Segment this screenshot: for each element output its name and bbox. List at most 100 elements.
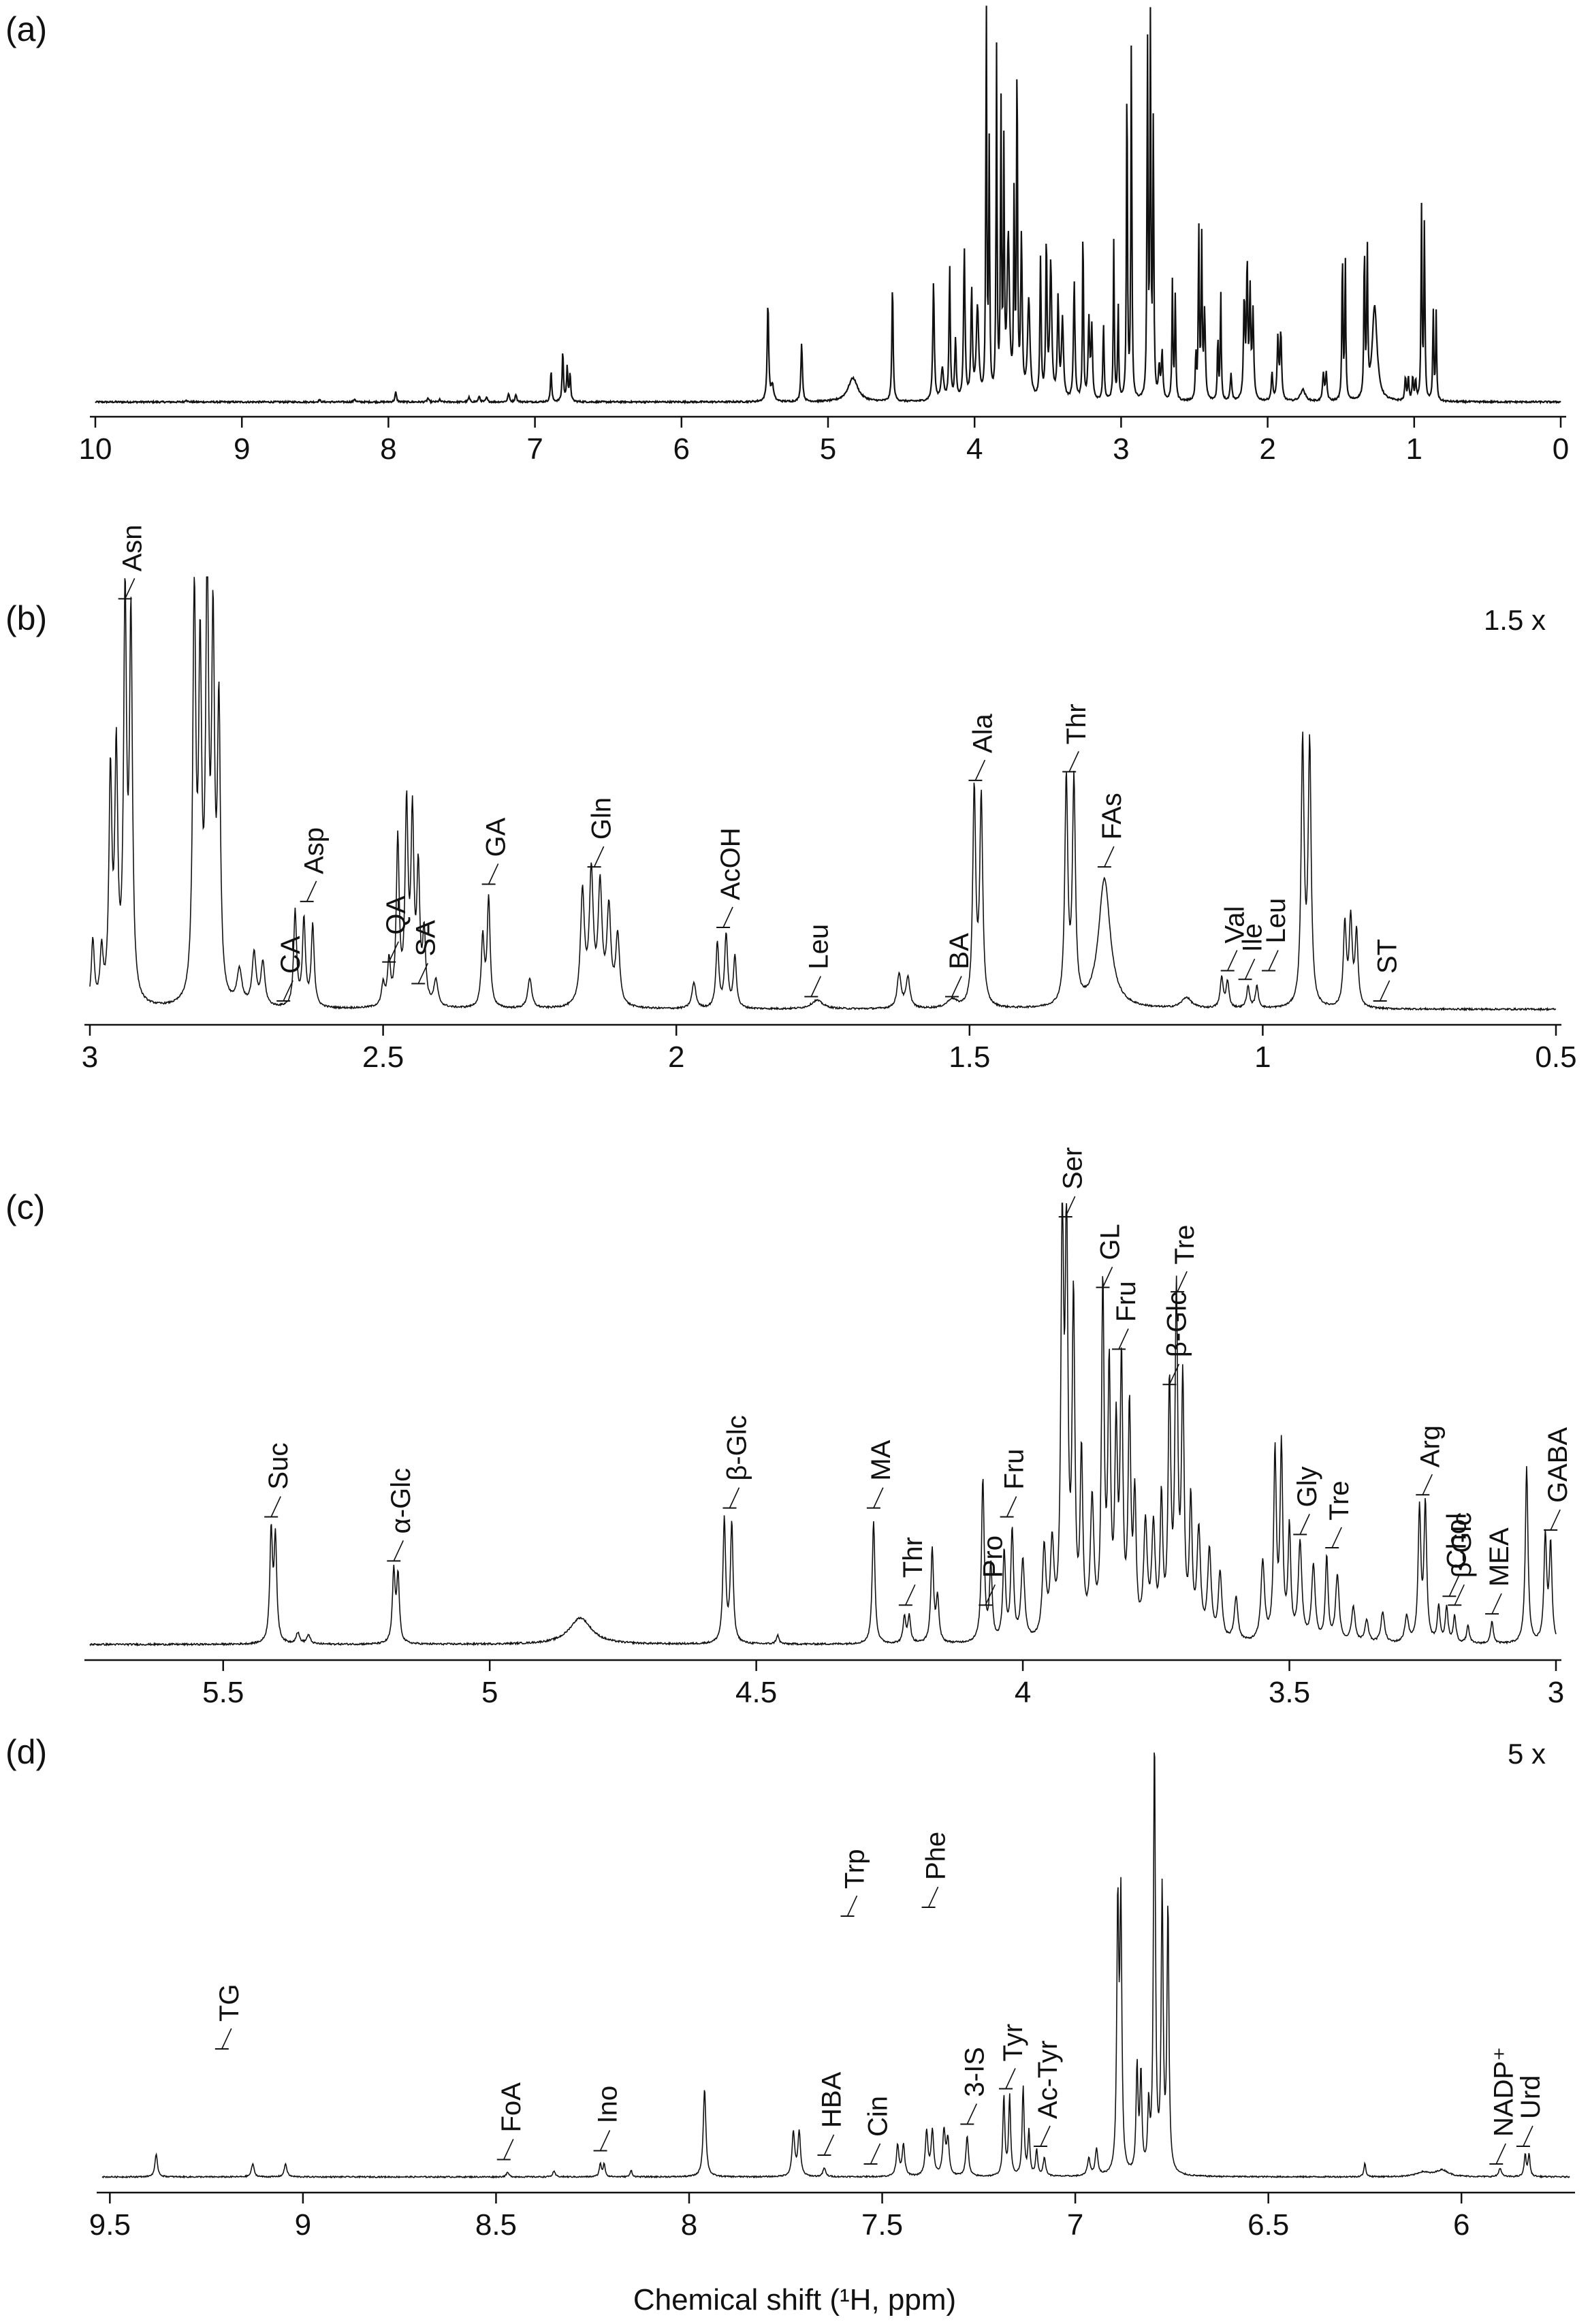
panel-label: (b) — [5, 599, 47, 637]
annotation-leader — [488, 863, 499, 885]
annotation-leader — [729, 1487, 740, 1508]
annotation-label: GA — [481, 817, 511, 857]
x-tick-label: 9 — [234, 432, 250, 466]
annotation-leader — [593, 846, 605, 867]
annotation-leader — [1523, 2125, 1533, 2147]
annotation-leader — [1495, 2143, 1506, 2165]
annotation-leader — [1422, 1474, 1433, 1495]
annotation-leader — [1068, 751, 1079, 772]
annotation-label: Asn — [118, 524, 148, 571]
annotation-leader — [388, 941, 399, 963]
annotation-label: Trp — [840, 1849, 870, 1889]
annotation-leader — [1379, 980, 1390, 1002]
x-tick-label: 6.5 — [1247, 2208, 1289, 2242]
annotation-label: ST — [1373, 939, 1403, 974]
panel-label: (a) — [5, 10, 47, 48]
panel-0: (a)10 9 8 7 6 5 4 3 2 1 0 — [5, 5, 1569, 466]
annotation-label: Ser — [1058, 1147, 1088, 1190]
annotation-label: Suc — [264, 1443, 293, 1490]
x-tick-label: 4.5 — [735, 1676, 777, 1709]
annotation-leader — [270, 1496, 281, 1517]
annotation-label: Phe — [921, 1832, 951, 1880]
annotation-leader — [985, 1584, 996, 1606]
x-tick-label: 7 — [1067, 2208, 1083, 2242]
annotation-label: Ala — [968, 714, 998, 754]
annotation-label: Fru — [1000, 1449, 1030, 1490]
x-tick-label: 3 — [82, 1040, 98, 1074]
annotation-label: Ile — [1238, 923, 1268, 952]
annotation-label: GL — [1096, 1224, 1126, 1260]
annotation-leader — [1454, 1584, 1465, 1606]
x-tick-label: 3 — [1548, 1676, 1564, 1709]
annotation-leader — [722, 906, 733, 928]
x-tick-label: 4 — [1015, 1676, 1031, 1709]
x-tick-label: 7.5 — [861, 2208, 903, 2242]
annotation-label: Ino — [593, 2086, 623, 2124]
spectrum-trace — [101, 1752, 1570, 2179]
annotation-leader — [974, 759, 986, 781]
annotation-leader — [1177, 1271, 1188, 1292]
annotation-leader — [1268, 950, 1279, 971]
annotation-label: β-Glc — [1447, 1512, 1477, 1578]
annotation-label: Val — [1220, 906, 1250, 944]
annotation-leader — [873, 1487, 884, 1508]
annotation-label: β-Glc — [1162, 1292, 1192, 1357]
x-tick-label: 10 — [79, 432, 112, 466]
annotation-leader — [905, 1584, 916, 1606]
annotation-label: HBA — [816, 2071, 846, 2128]
x-tick-label: 1 — [1254, 1040, 1271, 1074]
annotation-leader — [1168, 1363, 1180, 1385]
x-tick-label: 2 — [668, 1040, 684, 1074]
annotation-leader — [823, 2134, 835, 2156]
annotation-label: Thr — [898, 1537, 928, 1578]
x-tick-label: 8 — [380, 432, 396, 466]
x-tick-label: 7 — [526, 432, 543, 466]
x-tick-label: 5 — [481, 1676, 498, 1709]
annotation-label: TG — [214, 1984, 244, 2022]
panel-2: (c) 5.5 5 4.5 4 3.5 3 Suc α-Glc β-Glc MA Thr Pro Fru S… — [5, 1147, 1573, 1709]
annotation-leader — [1118, 1328, 1129, 1350]
spectrum-trace — [89, 576, 1557, 1012]
annotation-label: Tre — [1324, 1480, 1354, 1521]
annotation-label: Arg — [1415, 1425, 1445, 1467]
annotation-leader — [1331, 1527, 1342, 1548]
annotation-label: Cin — [863, 2096, 893, 2137]
x-tick-label: 3 — [1113, 432, 1129, 466]
x-tick-label: 8 — [681, 2208, 697, 2242]
annotation-leader — [951, 976, 962, 997]
annotation-label: FAs — [1097, 793, 1127, 840]
annotation-label: Pro — [978, 1535, 1008, 1578]
annotation-label: SA — [411, 920, 441, 957]
x-axis-title: Chemical shift (¹H, ppm) — [633, 2283, 956, 2317]
x-tick-label: 8.5 — [475, 2208, 517, 2242]
x-tick-label: 6 — [1453, 2208, 1469, 2242]
annotation-leader — [283, 980, 293, 1002]
annotation-label: MA — [866, 1439, 896, 1480]
spectrum-trace — [89, 1203, 1557, 1647]
x-tick-label: 2 — [1259, 432, 1275, 466]
annotation-label: Tre — [1170, 1225, 1200, 1265]
x-tick-label: 3.5 — [1269, 1676, 1310, 1709]
x-tick-label: 0.5 — [1535, 1040, 1576, 1074]
annotation-leader — [1227, 950, 1238, 971]
x-tick-label: 5.5 — [202, 1676, 244, 1709]
annotation-leader — [393, 1540, 404, 1561]
annotation-label: BA — [944, 933, 974, 970]
x-tick-label: 4 — [966, 432, 983, 466]
annotation-leader — [870, 2143, 881, 2165]
scale-factor-label: 1.5 x — [1484, 604, 1546, 636]
annotation-leader — [1104, 846, 1115, 867]
scale-factor-label: 5 x — [1508, 1738, 1546, 1770]
annotation-label: Urd — [1516, 2075, 1546, 2119]
annotation-leader — [846, 1895, 858, 1917]
x-tick-label: 1.5 — [949, 1040, 990, 1074]
annotation-label: FoA — [496, 2082, 526, 2133]
annotation-label: MEA — [1484, 1527, 1514, 1587]
annotation-label: AcOH — [716, 827, 746, 900]
annotation-leader — [927, 1886, 939, 1908]
annotation-leader — [599, 2130, 611, 2151]
annotation-label: Fru — [1111, 1281, 1141, 1322]
x-tick-label: 2.5 — [362, 1040, 404, 1074]
annotation-leader — [1448, 1575, 1460, 1597]
